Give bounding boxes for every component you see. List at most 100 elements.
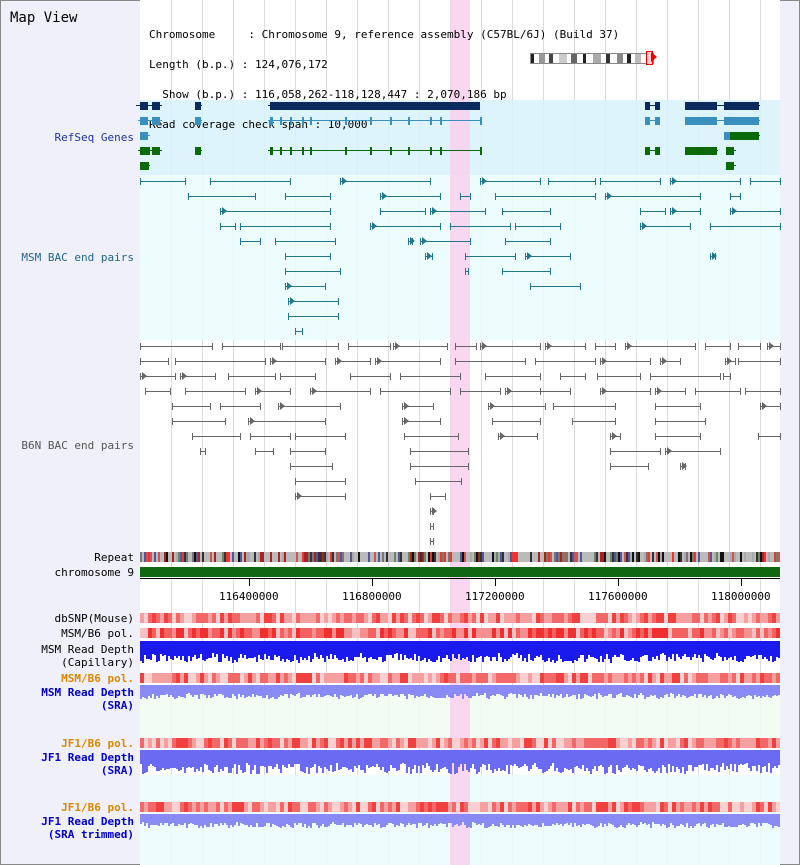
heat-cell: [148, 673, 152, 683]
repeat-mark: [646, 552, 648, 562]
heat-cell: [752, 673, 756, 683]
depth-bar: [762, 685, 764, 696]
depth-bar: [392, 750, 394, 768]
depth-bar: [296, 641, 298, 660]
depth-bar: [598, 750, 600, 766]
repeat-mark: [462, 552, 464, 562]
depth-bar: [686, 814, 688, 823]
msm-b6-pol-heatmap[interactable]: [140, 628, 780, 638]
depth-bar: [304, 641, 306, 658]
depth-bar: [162, 641, 164, 656]
heat-cell: [676, 673, 680, 683]
bac-pair-line: [380, 211, 425, 212]
depth-bar: [528, 750, 530, 771]
depth-bar: [420, 641, 422, 661]
bac-end: [330, 223, 331, 230]
depth-bar: [382, 814, 384, 827]
depth-bar: [248, 685, 250, 696]
gene-exon: [724, 102, 759, 110]
repeat-mark: [140, 552, 142, 562]
dbsnp-heatmap[interactable]: [140, 613, 780, 623]
depth-bar: [632, 685, 634, 698]
gene-exon: [140, 132, 148, 140]
repeat-track[interactable]: [140, 552, 780, 562]
heat-cell: [612, 673, 616, 683]
msm-b6-pol-heatmap-2[interactable]: [140, 673, 780, 683]
depth-bar: [420, 685, 422, 696]
depth-bar: [466, 641, 468, 657]
msm-depth-sra-plot[interactable]: [140, 685, 780, 699]
depth-bar: [554, 814, 556, 825]
gene-exon: [726, 162, 734, 170]
msm-bac-track[interactable]: [140, 175, 781, 340]
heat-cell: [320, 613, 324, 623]
bac-pair-line: [185, 391, 245, 392]
heat-cell: [676, 802, 680, 812]
depth-bar: [312, 641, 314, 659]
heat-cell: [308, 802, 312, 812]
repeat-mark: [296, 552, 298, 562]
repeat-mark: [610, 552, 612, 562]
heat-cell: [272, 802, 276, 812]
depth-bar: [156, 685, 158, 696]
refseq-track[interactable]: [136, 100, 780, 175]
jf1-depth-sra-plot[interactable]: [140, 750, 780, 774]
heat-cell: [436, 628, 440, 638]
depth-bar: [374, 641, 376, 659]
heat-cell: [368, 738, 372, 748]
depth-bar: [718, 641, 720, 656]
bac-pair-line: [730, 211, 780, 212]
depth-bar: [694, 685, 696, 694]
heat-cell: [184, 802, 188, 812]
bac-end: [288, 298, 289, 305]
heat-cell: [504, 613, 508, 623]
heat-cell: [284, 738, 288, 748]
heat-cell: [284, 613, 288, 623]
depth-bar: [760, 641, 762, 655]
depth-bar: [380, 814, 382, 828]
heat-cell: [320, 738, 324, 748]
b6n-bac-track[interactable]: [140, 340, 781, 550]
heat-cell: [716, 802, 720, 812]
repeat-mark: [342, 552, 344, 562]
bac-end: [465, 253, 466, 260]
depth-bar: [336, 750, 338, 763]
depth-bar: [352, 641, 354, 661]
depth-bar: [186, 641, 188, 662]
msm-depth-capillary-plot[interactable]: [140, 641, 780, 663]
bac-end: [470, 238, 471, 245]
repeat-mark: [514, 552, 516, 562]
jf1-b6-pol-heatmap-2[interactable]: [140, 802, 780, 812]
heat-cell: [596, 628, 600, 638]
heat-cell: [628, 673, 632, 683]
ideogram-band: [531, 54, 534, 63]
heat-cell: [344, 802, 348, 812]
heat-cell: [648, 613, 652, 623]
ruler-tick: [372, 579, 373, 586]
depth-bar: [172, 685, 174, 697]
depth-bar: [458, 641, 460, 654]
depth-bar: [260, 641, 262, 659]
jf1-b6-pol-heatmap[interactable]: [140, 738, 780, 748]
depth-bar: [634, 641, 636, 661]
gene-exon: [655, 102, 660, 110]
depth-bar: [546, 814, 548, 826]
heat-cell: [180, 613, 184, 623]
chromosome-ideogram[interactable]: [530, 53, 654, 64]
heat-cell: [348, 738, 352, 748]
bac-end: [670, 208, 671, 215]
heat-cell: [148, 613, 152, 623]
heat-cell: [660, 628, 664, 638]
depth-bar: [336, 814, 338, 825]
chromosome-bar[interactable]: [140, 567, 780, 577]
depth-bar: [756, 814, 758, 827]
heat-cell: [396, 628, 400, 638]
depth-bar: [306, 641, 308, 660]
heat-cell: [520, 613, 524, 623]
depth-bar: [712, 685, 714, 699]
bac-end: [140, 373, 141, 380]
depth-bar: [408, 750, 410, 767]
depth-bar: [732, 750, 734, 771]
jf1-depth-trim-plot[interactable]: [140, 814, 780, 828]
depth-bar: [204, 685, 206, 695]
